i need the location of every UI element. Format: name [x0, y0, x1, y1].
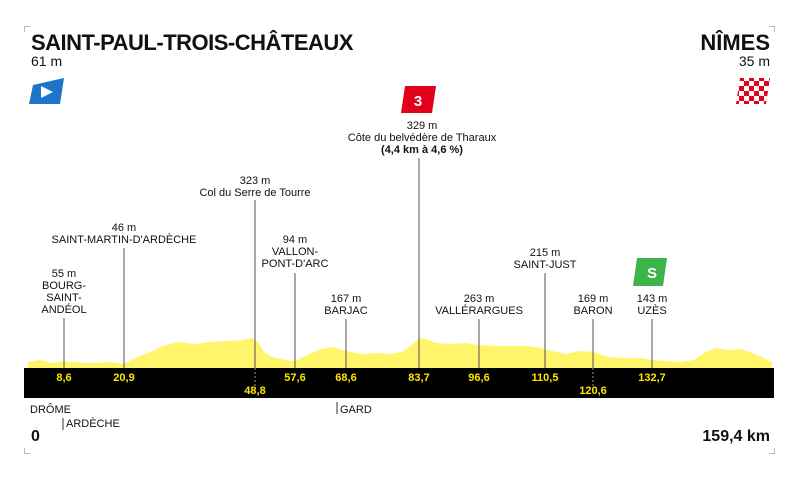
- finish-altitude: 35 m: [738, 53, 770, 69]
- km-label: 48,8: [244, 385, 266, 397]
- start-altitude: 61 m: [31, 53, 63, 69]
- waypoint-tharaux: 329 m Côte du belvédère de Tharaux (4,4 km…: [347, 120, 497, 156]
- elevation-area: [28, 338, 772, 368]
- waypoint-bourg: 55 m BOURG- SAINT- ANDÉOL: [41, 268, 87, 316]
- km-label: 132,7: [638, 372, 666, 384]
- frame-corner: [24, 26, 30, 32]
- distance-total: 159,4 km: [702, 428, 770, 445]
- km-label: 96,6: [468, 372, 490, 384]
- sprint-icon: S: [633, 258, 667, 286]
- km-label: 20,9: [113, 372, 135, 384]
- waypoint-saint-just: 215 m SAINT-JUST: [513, 247, 577, 271]
- frame-corner: [769, 26, 775, 32]
- checkered-flag-icon: [736, 78, 770, 104]
- climb-category-icon: 3: [401, 86, 436, 113]
- distance-band: [24, 368, 774, 398]
- region-ardeche: ARDÈCHE: [66, 418, 120, 430]
- waypoint-baron: 169 m BARON: [573, 293, 613, 317]
- distance-start: 0: [31, 428, 40, 445]
- km-label: 68,6: [335, 372, 357, 384]
- waypoint-col-serre: 323 m Col du Serre de Tourre: [199, 175, 311, 199]
- waypoint-barjac: 167 m BARJAC: [324, 293, 368, 317]
- km-label: 83,7: [408, 372, 430, 384]
- region-gard: GARD: [340, 404, 372, 416]
- sprint-label: S: [647, 265, 657, 282]
- km-label: 120,6: [579, 385, 607, 397]
- waypoint-vallon: 94 m VALLON- PONT-D'ARC: [261, 234, 329, 270]
- waypoint-saint-martin: 46 m SAINT-MARTIN-D'ARDÈCHE: [51, 222, 197, 246]
- km-label: 110,5: [531, 372, 559, 384]
- km-label: 57,6: [284, 372, 306, 384]
- km-label: 8,6: [56, 372, 72, 384]
- waypoint-uzes: 143 m UZÈS: [636, 293, 668, 317]
- start-flag-icon: [29, 78, 64, 104]
- waypoint-vallerargues: 263 m VALLÉRARGUES: [435, 293, 523, 317]
- region-drome: DRÔME: [30, 404, 71, 416]
- frame-corner: [769, 448, 775, 454]
- climb-category-label: 3: [414, 93, 422, 110]
- frame-corner: [24, 448, 30, 454]
- finish-town: NÎMES: [700, 30, 770, 55]
- start-town: SAINT-PAUL-TROIS-CHÂTEAUX: [31, 30, 353, 55]
- band-ticks: [254, 368, 594, 386]
- marker-lines: [63, 158, 653, 368]
